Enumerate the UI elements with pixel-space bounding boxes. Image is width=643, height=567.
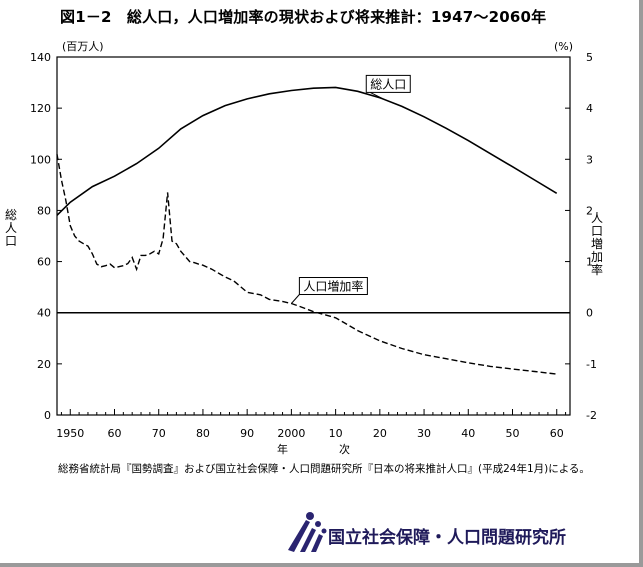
- source-note: 総務省統計局『国勢調査』および国立社会保障・人口問題研究所『日本の将来推計人口』…: [58, 463, 590, 475]
- left-axis-title: 人: [5, 221, 17, 235]
- x-axis-tick-label: 40: [461, 427, 475, 440]
- right-axis-tick-label: 3: [586, 153, 593, 166]
- right-axis-tick-label: 5: [586, 51, 593, 64]
- x-axis-tick-label: 70: [152, 427, 166, 440]
- left-axis-tick-label: 0: [44, 409, 51, 422]
- institute-logo-icon: [288, 512, 327, 552]
- annotation-box: [298, 277, 368, 296]
- left-axis-tick-label: 20: [37, 358, 51, 371]
- growth-rate-line: [56, 154, 557, 375]
- institute-name: 国立社会保障・人口問題研究所: [328, 528, 566, 548]
- x-axis-tick-label: 80: [196, 427, 210, 440]
- annotation-box: [365, 74, 411, 93]
- annotation-label: 総人口: [370, 77, 406, 91]
- x-axis-tick-label: 20: [373, 427, 387, 440]
- right-axis-tick-label: 1: [586, 256, 593, 269]
- right-axis-tick-label: 0: [586, 307, 593, 320]
- figure-title: 図1－2 総人口，人口増加率の現状および将来推計：1947～2060年: [60, 8, 547, 26]
- left-axis-tick-label: 80: [37, 204, 51, 217]
- x-axis-tick-label: 60: [107, 427, 121, 440]
- right-axis-tick-label: 2: [586, 204, 593, 217]
- x-axis-tick-label: 30: [417, 427, 431, 440]
- institute-credit: 国立社会保障・人口問題研究所: [286, 510, 626, 554]
- right-axis-title: 加: [591, 250, 603, 264]
- left-axis-unit-label: (百万人): [62, 40, 104, 53]
- left-axis-title: 総: [5, 208, 17, 222]
- right-axis-title: 率: [591, 262, 603, 277]
- total-population-line: [56, 86, 558, 216]
- annotation-leader: [370, 91, 385, 100]
- right-axis-title: 口: [591, 224, 603, 238]
- right-axis-title: 増: [591, 237, 603, 251]
- x-axis-label: 次: [339, 442, 350, 456]
- left-axis-title: 口: [5, 234, 17, 248]
- left-axis-tick-label: 60: [37, 256, 51, 269]
- x-axis-tick-label: 50: [506, 427, 520, 440]
- x-axis-tick-label: 90: [240, 427, 254, 440]
- left-axis-tick-label: 100: [30, 153, 51, 166]
- x-axis-label: 年: [277, 442, 288, 456]
- x-axis-tick-label: 2000: [277, 427, 305, 440]
- annotation-label: 人口増加率: [303, 279, 363, 294]
- right-axis-unit-label: (%): [554, 40, 573, 53]
- right-axis-tick-label: -2: [586, 409, 597, 422]
- annotation-leader: [291, 294, 300, 304]
- x-axis-tick-label: 10: [329, 427, 343, 440]
- right-axis-tick-label: 4: [586, 102, 593, 115]
- left-axis-tick-label: 140: [30, 51, 51, 64]
- left-axis-tick-label: 40: [37, 307, 51, 320]
- x-axis-tick-label: 1950: [56, 427, 84, 440]
- right-axis-tick-label: -1: [586, 358, 597, 371]
- right-axis-title: 人: [591, 211, 603, 225]
- x-axis-tick-label: 60: [550, 427, 564, 440]
- left-axis-tick-label: 120: [30, 102, 51, 115]
- plot-frame: [56, 56, 571, 416]
